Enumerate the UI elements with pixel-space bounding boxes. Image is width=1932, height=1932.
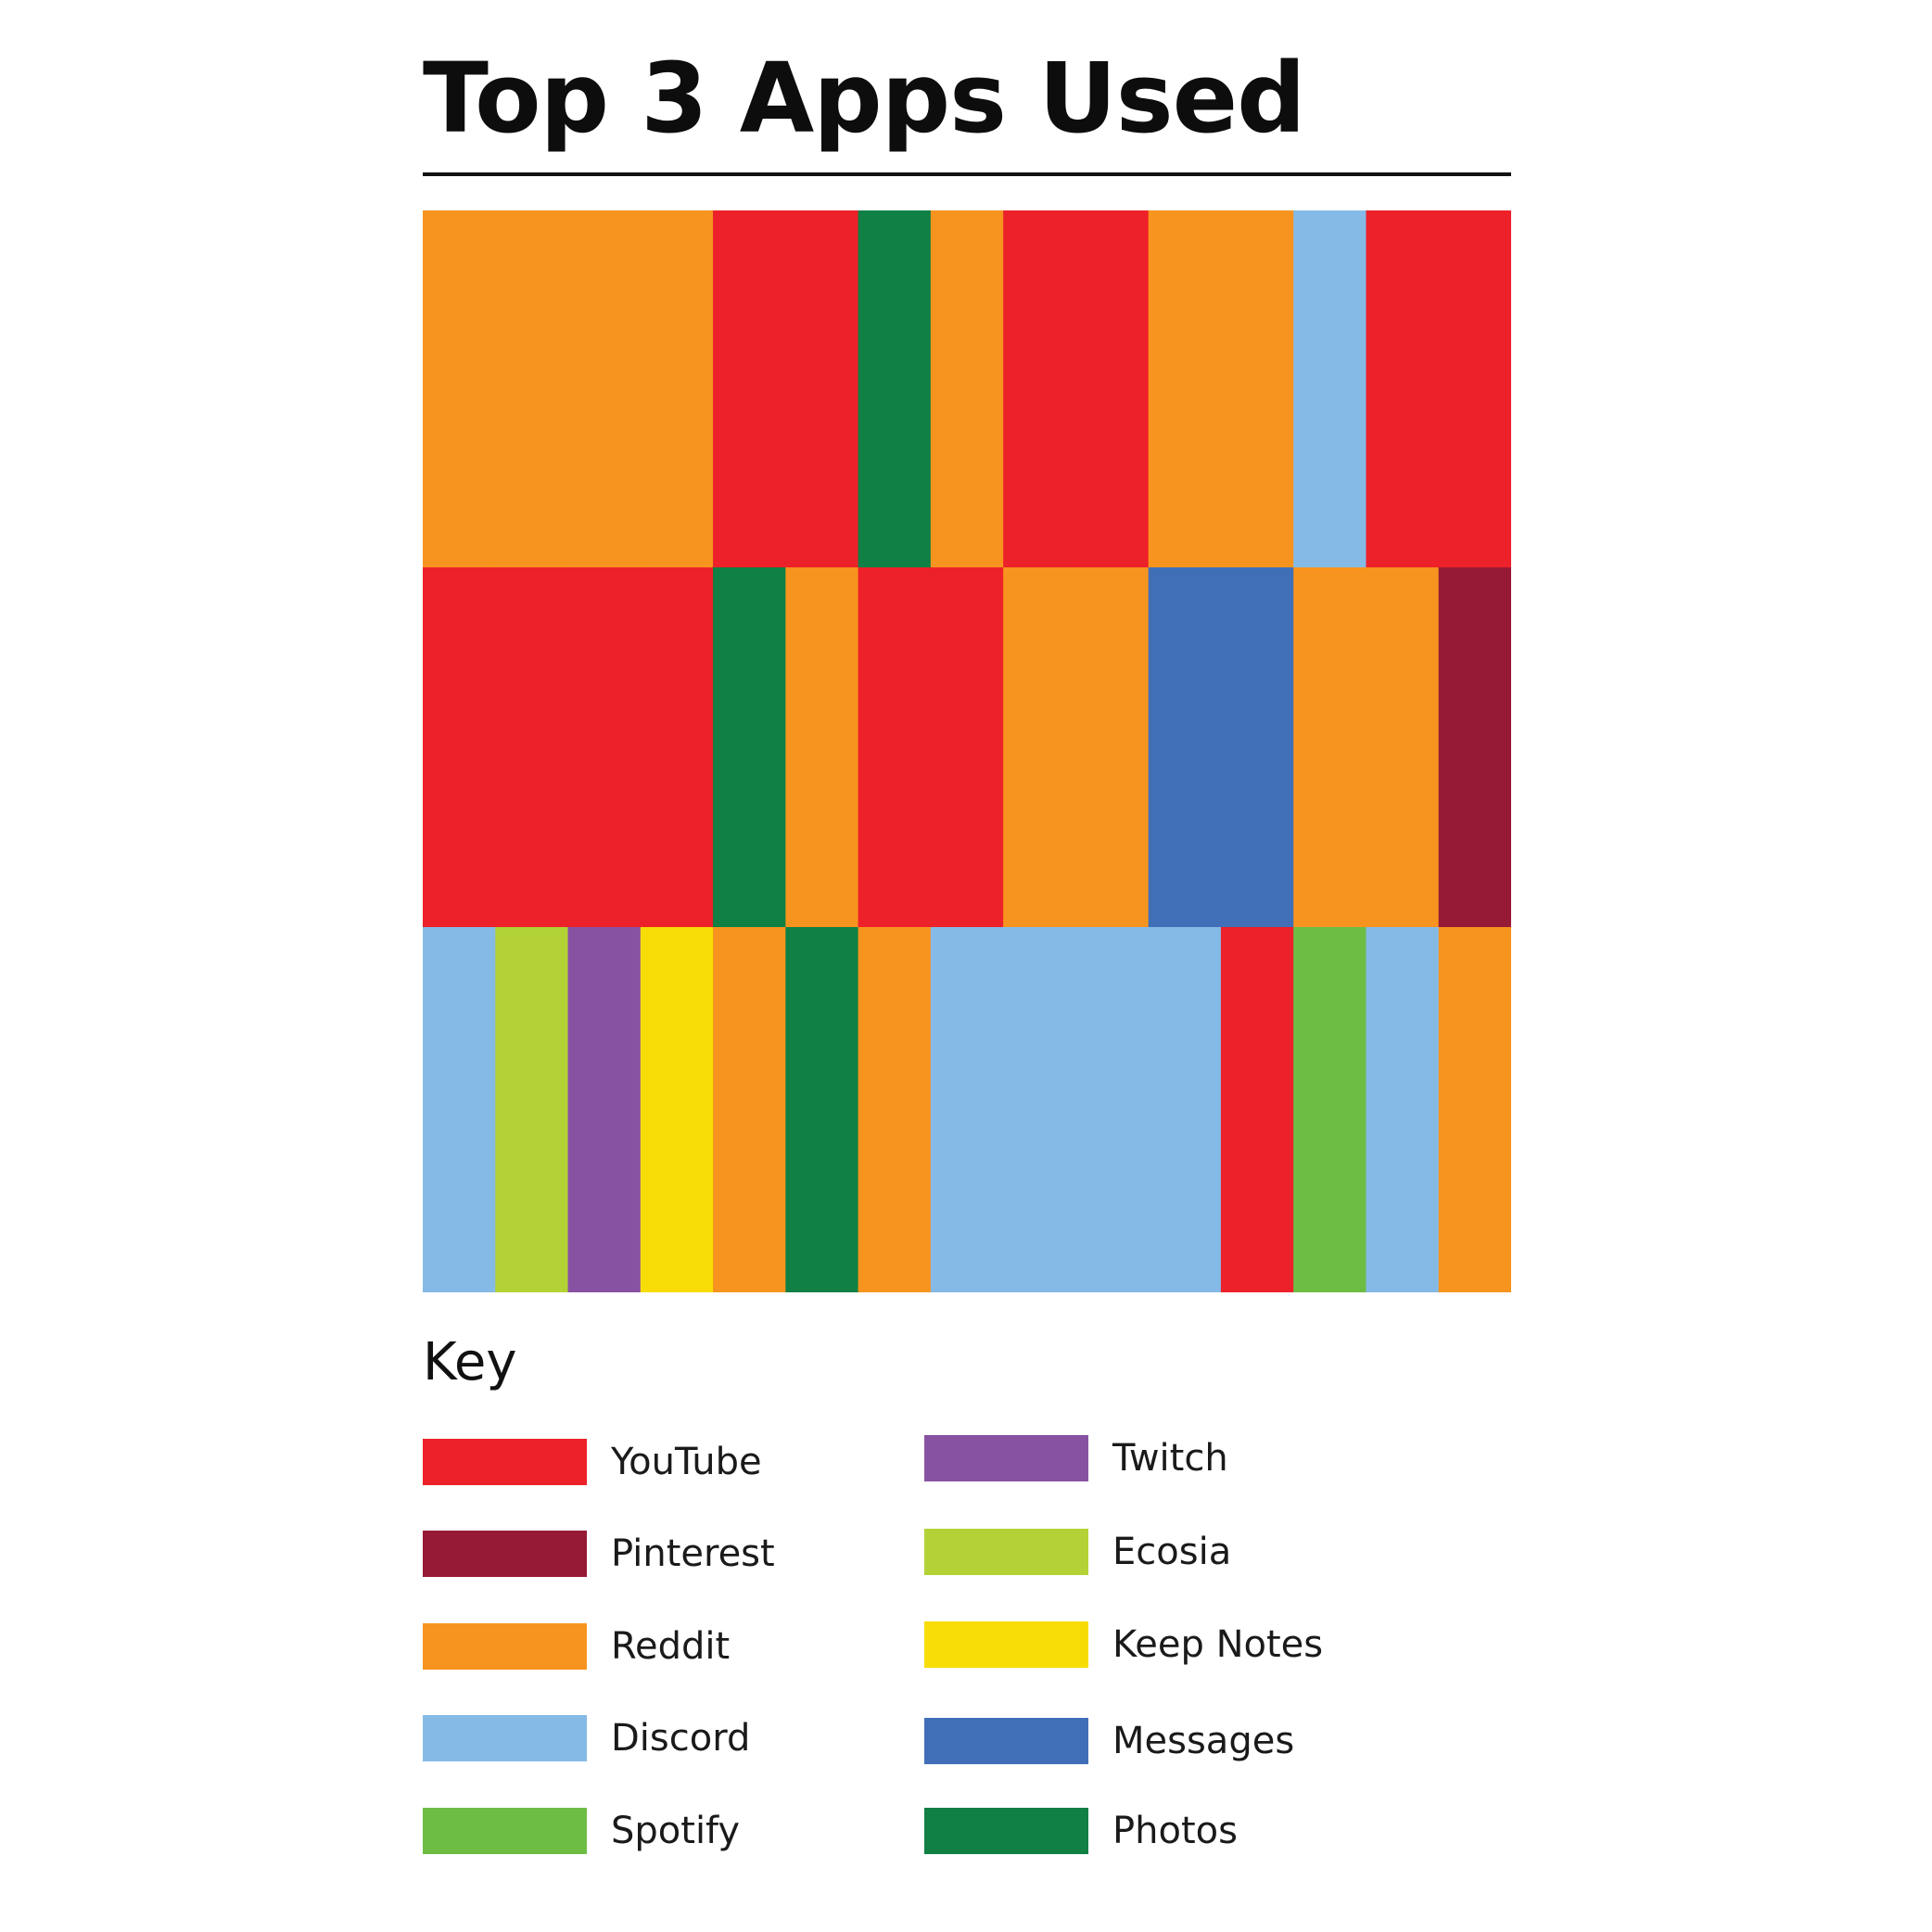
- legend-swatch: [924, 1529, 1088, 1575]
- grid-cell-twitch: [567, 927, 642, 1292]
- legend-swatch: [924, 1435, 1088, 1481]
- grid-cell-youtube: [1366, 210, 1440, 568]
- grid-cell-discord: [423, 927, 496, 1292]
- grid-cell-youtube: [640, 567, 714, 928]
- legend-swatch: [423, 1715, 587, 1761]
- grid-cell-discord: [1293, 210, 1367, 568]
- grid-cell-discord: [930, 927, 1004, 1292]
- grid-cell-photos: [713, 567, 786, 928]
- grid-cell-reddit: [713, 927, 786, 1292]
- grid-cell-reddit: [1148, 210, 1222, 568]
- grid-cell-keep-notes: [640, 927, 714, 1292]
- legend-label: Reddit: [611, 1625, 731, 1668]
- grid-cell-discord: [1075, 927, 1150, 1292]
- legend-swatch: [423, 1531, 587, 1577]
- grid-cell-reddit: [1003, 567, 1076, 928]
- grid-cell-youtube: [1003, 210, 1076, 568]
- legend-item-reddit: Reddit: [423, 1622, 730, 1671]
- legend-label: Discord: [611, 1717, 751, 1760]
- grid-cell-reddit: [567, 210, 642, 568]
- legend-label: Twitch: [1112, 1437, 1228, 1480]
- grid-cell-youtube: [567, 567, 642, 928]
- grid-cell-reddit: [495, 210, 569, 568]
- chart-title: Top 3 Apps Used: [423, 42, 1306, 155]
- grid-cell-youtube: [713, 210, 786, 568]
- legend-label: Spotify: [611, 1810, 741, 1852]
- grid-cell-reddit: [1366, 567, 1440, 928]
- grid-cell-reddit: [1438, 927, 1511, 1292]
- grid-cell-photos: [858, 210, 932, 568]
- legend-item-ecosia: Ecosia: [924, 1528, 1231, 1576]
- grid-cell-discord: [1366, 927, 1440, 1292]
- grid-cell-youtube: [423, 567, 496, 928]
- legend-label: YouTube: [611, 1441, 762, 1483]
- legend-swatch: [924, 1621, 1088, 1668]
- grid-cell-discord: [1003, 927, 1076, 1292]
- legend-item-photos: Photos: [924, 1807, 1238, 1855]
- grid-cell-reddit: [930, 210, 1004, 568]
- legend-item-youtube: YouTube: [423, 1438, 762, 1486]
- legend-item-pinterest: Pinterest: [423, 1530, 775, 1578]
- grid-cell-messages: [1148, 567, 1222, 928]
- grid-cell-youtube: [1075, 210, 1150, 568]
- grid-cell-reddit: [858, 927, 932, 1292]
- grid-cell-youtube: [858, 567, 932, 928]
- legend-item-spotify: Spotify: [423, 1807, 740, 1855]
- grid-cell-youtube: [495, 567, 569, 928]
- legend-label: Photos: [1112, 1810, 1238, 1852]
- grid-cell-photos: [785, 927, 859, 1292]
- legend-title: Key: [423, 1332, 517, 1392]
- legend-item-keep-notes: Keep Notes: [924, 1621, 1323, 1669]
- legend-label: Ecosia: [1112, 1531, 1232, 1573]
- grid-cell-discord: [1148, 927, 1222, 1292]
- legend-label: Keep Notes: [1112, 1623, 1324, 1666]
- grid-cell-reddit: [785, 567, 859, 928]
- title-divider: [423, 172, 1511, 176]
- legend-item-twitch: Twitch: [924, 1434, 1228, 1482]
- grid-cell-reddit: [1075, 567, 1150, 928]
- app-usage-grid: [423, 210, 1511, 1292]
- grid-cell-ecosia: [495, 927, 569, 1292]
- legend-swatch: [423, 1623, 587, 1670]
- grid-cell-reddit: [640, 210, 714, 568]
- grid-cell-youtube: [1220, 927, 1294, 1292]
- legend-item-discord: Discord: [423, 1714, 750, 1762]
- legend-item-messages: Messages: [924, 1717, 1294, 1765]
- grid-cell-reddit: [1293, 567, 1367, 928]
- legend-swatch: [423, 1808, 587, 1854]
- legend-swatch: [423, 1439, 587, 1485]
- grid-cell-reddit: [423, 210, 496, 568]
- grid-cell-reddit: [1220, 210, 1294, 568]
- legend-swatch: [924, 1718, 1088, 1764]
- grid-cell-messages: [1220, 567, 1294, 928]
- grid-cell-youtube: [1438, 210, 1511, 568]
- grid-cell-spotify: [1293, 927, 1367, 1292]
- grid-cell-youtube: [930, 567, 1004, 928]
- grid-cell-youtube: [785, 210, 859, 568]
- legend-label: Pinterest: [611, 1532, 775, 1575]
- grid-cell-pinterest: [1438, 567, 1511, 928]
- legend-swatch: [924, 1808, 1088, 1854]
- legend-label: Messages: [1112, 1720, 1295, 1762]
